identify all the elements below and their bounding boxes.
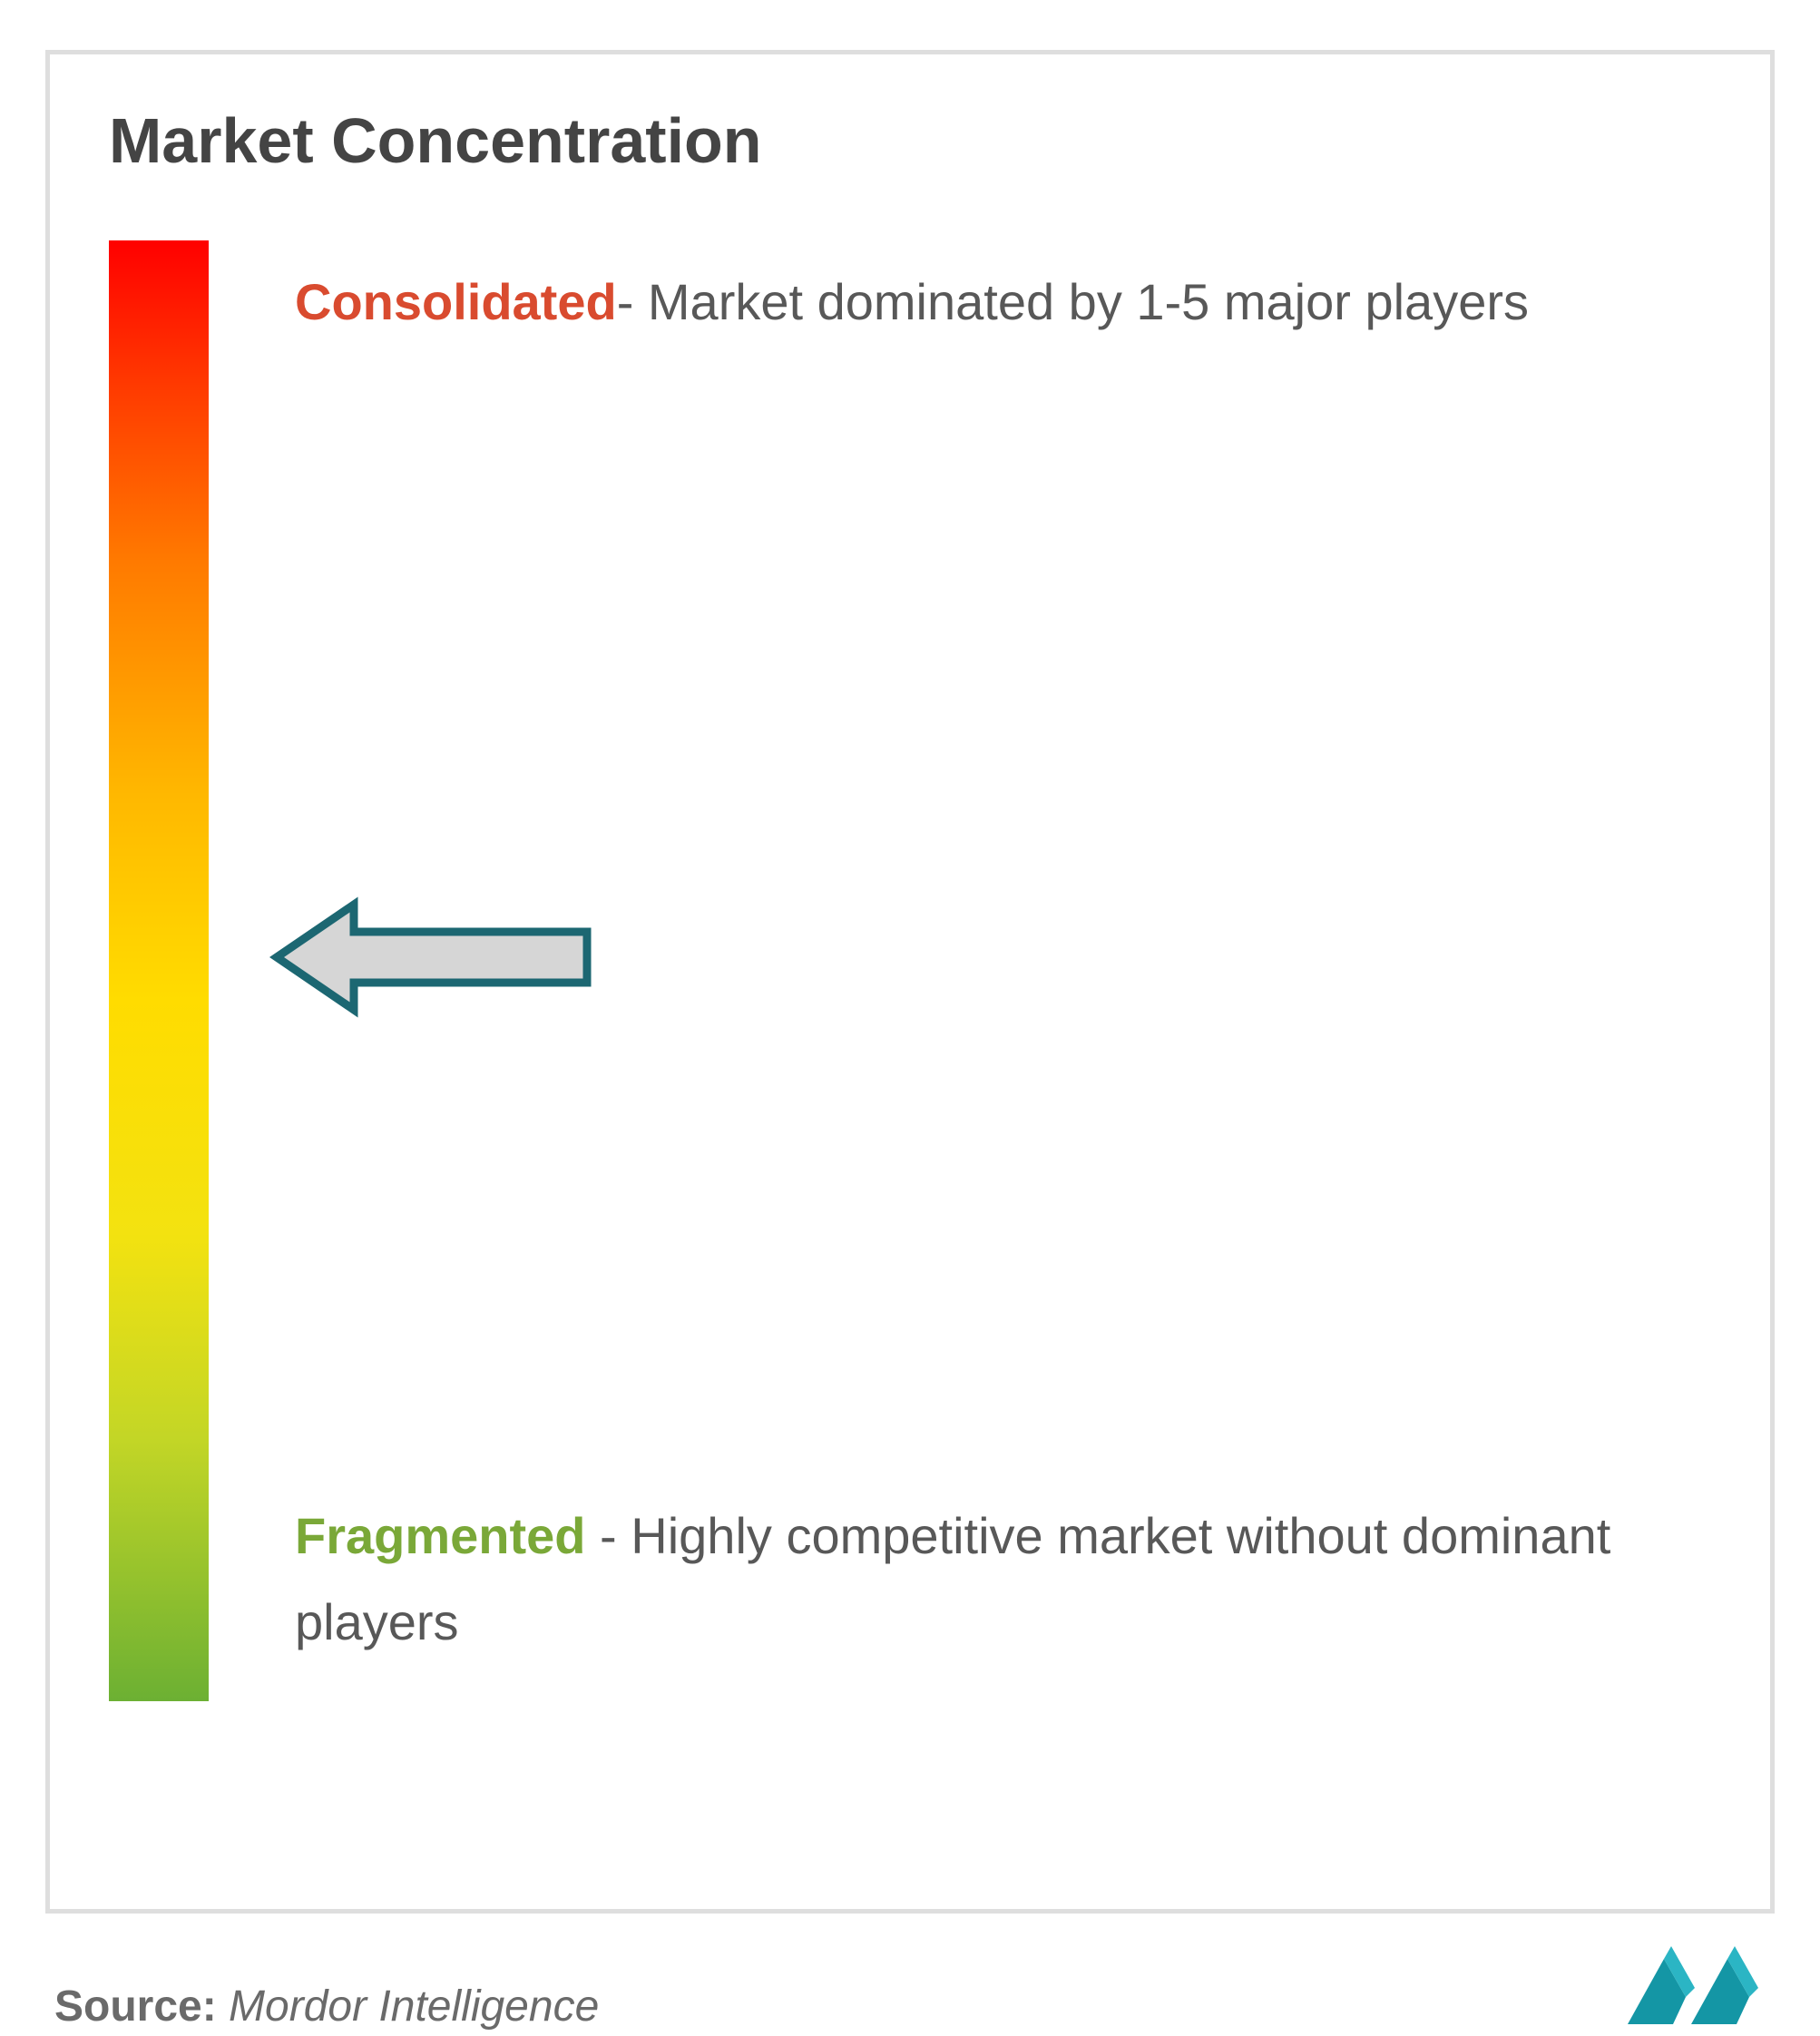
source-label: Source: [54, 1982, 229, 2031]
fragmented-label: Fragmented [295, 1507, 586, 1564]
page-title: Market Concentration [109, 104, 1711, 177]
arrow-left-icon [268, 894, 594, 1021]
consolidated-block: Consolidated- Market dominated by 1-5 ma… [295, 259, 1711, 345]
consolidated-description: - Market dominated by 1-5 major players [617, 273, 1529, 330]
concentration-gradient-bar [109, 240, 209, 1701]
content-area: Consolidated- Market dominated by 1-5 ma… [109, 240, 1711, 1783]
inner-frame: Market Concentration [45, 50, 1775, 1914]
text-column: Consolidated- Market dominated by 1-5 ma… [295, 240, 1711, 1783]
source-text-block: Source: Mordor Intelligence [54, 1982, 599, 2031]
source-name: Mordor Intelligence [229, 1982, 599, 2031]
consolidated-label: Consolidated [295, 273, 617, 330]
mordor-logo-icon [1620, 1941, 1766, 2031]
source-row: Source: Mordor Intelligence [45, 1941, 1775, 2031]
diagram-container: Market Concentration [0, 0, 1820, 2027]
indicator-arrow [268, 894, 594, 1025]
fragmented-block: Fragmented - Highly competitive market w… [295, 1493, 1711, 1665]
gradient-svg [109, 240, 209, 1701]
